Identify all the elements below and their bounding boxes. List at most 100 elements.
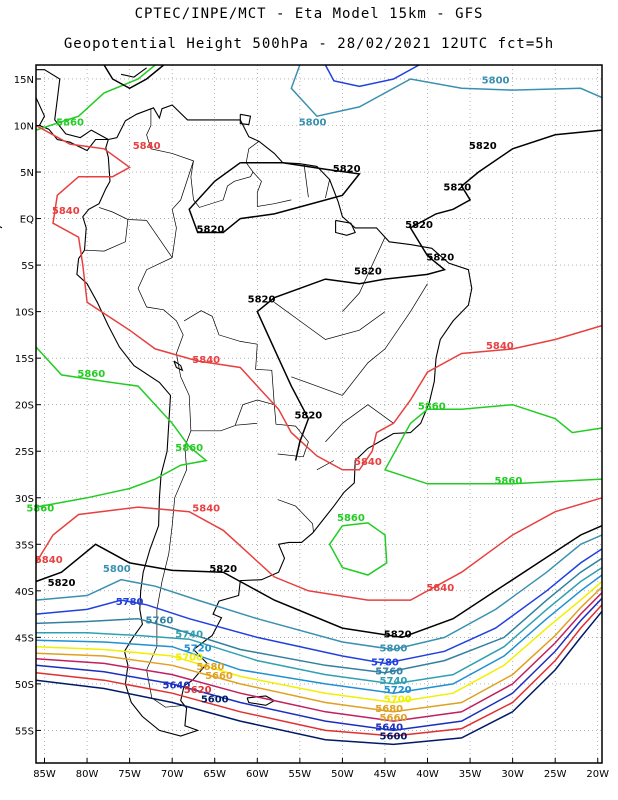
contour-5860 — [383, 403, 603, 485]
contour-5860 — [35, 346, 208, 508]
contour-label: 5620 — [184, 685, 212, 696]
coastline — [0, 67, 473, 737]
lon-label: 40W — [416, 769, 439, 780]
lon-label: 50W — [331, 769, 354, 780]
country-border — [234, 399, 275, 426]
country-border — [342, 283, 428, 396]
lon-label: 25W — [544, 769, 567, 780]
country-border — [146, 108, 260, 208]
contour-5840 — [35, 124, 603, 471]
south-america-coast — [76, 104, 473, 737]
contour-5760 — [35, 557, 603, 674]
contour-label: 5660 — [380, 713, 408, 724]
lon-label: 20W — [586, 769, 609, 780]
contour-5780 — [324, 64, 420, 88]
trinidad-island — [239, 113, 252, 126]
contour-label: 5840 — [192, 355, 220, 366]
contour-label: 5700 — [384, 695, 412, 706]
contour-label: 5600 — [201, 695, 229, 706]
contour-label: 5820 — [469, 141, 497, 152]
contour-5620 — [35, 604, 603, 737]
contour-5800 — [35, 534, 603, 651]
contour-label: 5860 — [418, 401, 446, 412]
contour-label: 5840 — [354, 457, 382, 468]
contour-label: 5840 — [426, 583, 454, 594]
lon-label: 65W — [203, 769, 226, 780]
contour-label: 5780 — [116, 597, 144, 608]
contour-label: 5820 — [248, 294, 276, 305]
contour-label: 5860 — [56, 117, 84, 128]
contour-5660 — [35, 592, 603, 722]
lat-label: 45S — [15, 633, 34, 644]
lon-label: 70W — [161, 769, 184, 780]
contour-label: 5660 — [205, 671, 233, 682]
country-border — [342, 237, 386, 312]
falkland-islands — [246, 695, 276, 706]
lat-label: 30S — [15, 494, 34, 505]
country-border — [146, 220, 173, 258]
contour-label: 5740 — [175, 629, 203, 640]
lon-label: 45W — [374, 769, 397, 780]
contour-labels: 5860 5840 5840 5800 5800 5820 5820 5820 5820 5820… — [26, 76, 522, 743]
contour-5600 — [35, 610, 603, 746]
contour-label: 5800 — [482, 76, 510, 87]
contour-label: 5820 — [333, 164, 361, 175]
country-border — [190, 422, 258, 432]
contour-label: 5820 — [443, 183, 471, 194]
contour-label: 5680 — [375, 704, 403, 715]
contour-label: 5860 — [494, 476, 522, 487]
contour-5640 — [35, 597, 603, 732]
contour-5820 — [188, 161, 361, 234]
contour-5860 — [35, 64, 156, 131]
lat-label: 20S — [15, 401, 34, 412]
lon-label: 60W — [246, 769, 269, 780]
country-border — [255, 344, 275, 405]
contour-5820 — [35, 525, 603, 639]
lat-label: 10N — [14, 121, 34, 132]
contour-label: 5860 — [337, 513, 365, 524]
country-border — [183, 310, 258, 345]
lon-label: 75W — [118, 769, 141, 780]
lon-label: 80W — [76, 769, 99, 780]
lat-label: EQ — [20, 215, 34, 226]
lon-label: 55W — [289, 769, 312, 780]
country-border — [325, 404, 394, 443]
contour-label: 5860 — [26, 504, 54, 515]
contour-label: 5840 — [192, 504, 220, 515]
contour-label: 5720 — [184, 643, 212, 654]
lat-label: 10S — [15, 308, 34, 319]
contour-5860 — [328, 522, 388, 576]
lat-label: 5N — [20, 168, 34, 179]
lat-label: 15N — [14, 75, 34, 86]
marajo-island — [335, 219, 356, 236]
country-border — [84, 219, 129, 252]
lon-label: 30W — [501, 769, 524, 780]
contour-label: 5640 — [375, 722, 403, 733]
contour-label: 5840 — [486, 341, 514, 352]
contour-label: 5740 — [380, 676, 408, 687]
contour-label: 5760 — [375, 667, 403, 678]
lon-label: 35W — [459, 769, 482, 780]
contour-label: 5820 — [294, 411, 322, 422]
contour-label: 5720 — [384, 685, 412, 696]
contour-label: 5820 — [197, 225, 225, 236]
contour-5700 — [35, 580, 603, 704]
map-frame — [35, 64, 603, 764]
contour-label: 5780 — [371, 657, 399, 668]
contour-label: 5800 — [103, 564, 131, 575]
contour-label: 5840 — [133, 141, 161, 152]
contour-5780 — [35, 548, 603, 665]
contour-5720 — [35, 574, 603, 694]
galapagos — [0, 226, 3, 229]
contour-label: 5760 — [145, 615, 173, 626]
lat-label: 40S — [15, 587, 34, 598]
lat-label: 55S — [15, 726, 34, 737]
country-border — [316, 460, 335, 471]
contour-5820 — [256, 129, 603, 461]
lat-label: 15S — [15, 354, 34, 365]
contour-label: 5820 — [48, 578, 76, 589]
contour-5820 — [103, 64, 165, 90]
contour-5740 — [36, 566, 603, 685]
lat-label: 5S — [21, 261, 34, 272]
contour-label: 5820 — [384, 629, 412, 640]
